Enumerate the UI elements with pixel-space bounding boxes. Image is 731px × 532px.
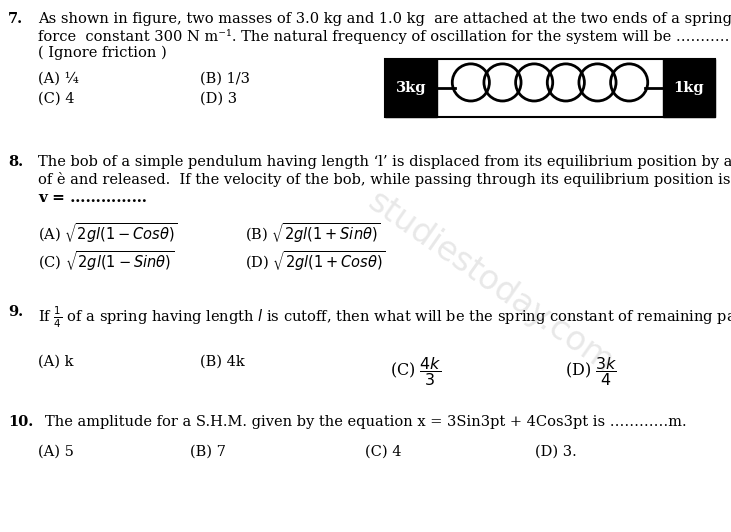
Text: 1kg: 1kg bbox=[674, 81, 704, 95]
Text: The bob of a simple pendulum having length ‘l’ is displaced from its equilibrium: The bob of a simple pendulum having leng… bbox=[38, 155, 731, 169]
Text: force  constant 300 N m⁻¹. The natural frequency of oscillation for the system w: force constant 300 N m⁻¹. The natural fr… bbox=[38, 29, 731, 44]
Text: (B) $\sqrt{2gl(1+Sin\theta)}$: (B) $\sqrt{2gl(1+Sin\theta)}$ bbox=[245, 221, 381, 245]
Text: (A) $\sqrt{2gl(1-Cos\theta)}$: (A) $\sqrt{2gl(1-Cos\theta)}$ bbox=[38, 221, 178, 245]
Text: 8.: 8. bbox=[8, 155, 23, 169]
Text: (A) k: (A) k bbox=[38, 355, 74, 369]
Text: (B) 1/3: (B) 1/3 bbox=[200, 72, 250, 86]
Text: (D) 3: (D) 3 bbox=[200, 92, 237, 106]
Text: If $\frac{1}{4}$ of a spring having length $l$ is cutoff, then what will be the : If $\frac{1}{4}$ of a spring having leng… bbox=[38, 305, 731, 330]
Text: (D) 3.: (D) 3. bbox=[535, 445, 577, 459]
Text: 10.: 10. bbox=[8, 415, 33, 429]
Text: (C) $\dfrac{4k}{3}$: (C) $\dfrac{4k}{3}$ bbox=[390, 355, 442, 388]
Text: The amplitude for a S.H.M. given by the equation x = 3Sin3pt + 4Cos3pt is …………m.: The amplitude for a S.H.M. given by the … bbox=[45, 415, 686, 429]
Text: (D) $\dfrac{3k}{4}$: (D) $\dfrac{3k}{4}$ bbox=[565, 355, 618, 388]
Bar bbox=[663, 59, 715, 117]
Text: of è and released.  If the velocity of the bob, while passing through its equili: of è and released. If the velocity of th… bbox=[38, 172, 731, 187]
Text: (A) 5: (A) 5 bbox=[38, 445, 74, 459]
Text: (D) $\sqrt{2gl(1+Cos\theta)}$: (D) $\sqrt{2gl(1+Cos\theta)}$ bbox=[245, 249, 386, 273]
Text: (C) $\sqrt{2gl(1-Sin\theta)}$: (C) $\sqrt{2gl(1-Sin\theta)}$ bbox=[38, 249, 174, 273]
Text: (C) 4: (C) 4 bbox=[365, 445, 401, 459]
Text: (B) 7: (B) 7 bbox=[190, 445, 226, 459]
Text: 9.: 9. bbox=[8, 305, 23, 319]
Text: (B) 4k: (B) 4k bbox=[200, 355, 245, 369]
Text: (A) ¼: (A) ¼ bbox=[38, 72, 79, 86]
Text: ( Ignore friction ): ( Ignore friction ) bbox=[38, 46, 167, 61]
Text: (C) 4: (C) 4 bbox=[38, 92, 75, 106]
Text: 7.: 7. bbox=[8, 12, 23, 26]
Bar bbox=[385, 59, 437, 117]
Text: studiestoday.com: studiestoday.com bbox=[361, 185, 619, 379]
Text: v = ……………: v = …………… bbox=[38, 191, 147, 205]
Text: 3kg: 3kg bbox=[395, 81, 426, 95]
Bar bbox=[385, 59, 715, 117]
Text: As shown in figure, two masses of 3.0 kg and 1.0 kg  are attached at the two end: As shown in figure, two masses of 3.0 kg… bbox=[38, 12, 731, 26]
